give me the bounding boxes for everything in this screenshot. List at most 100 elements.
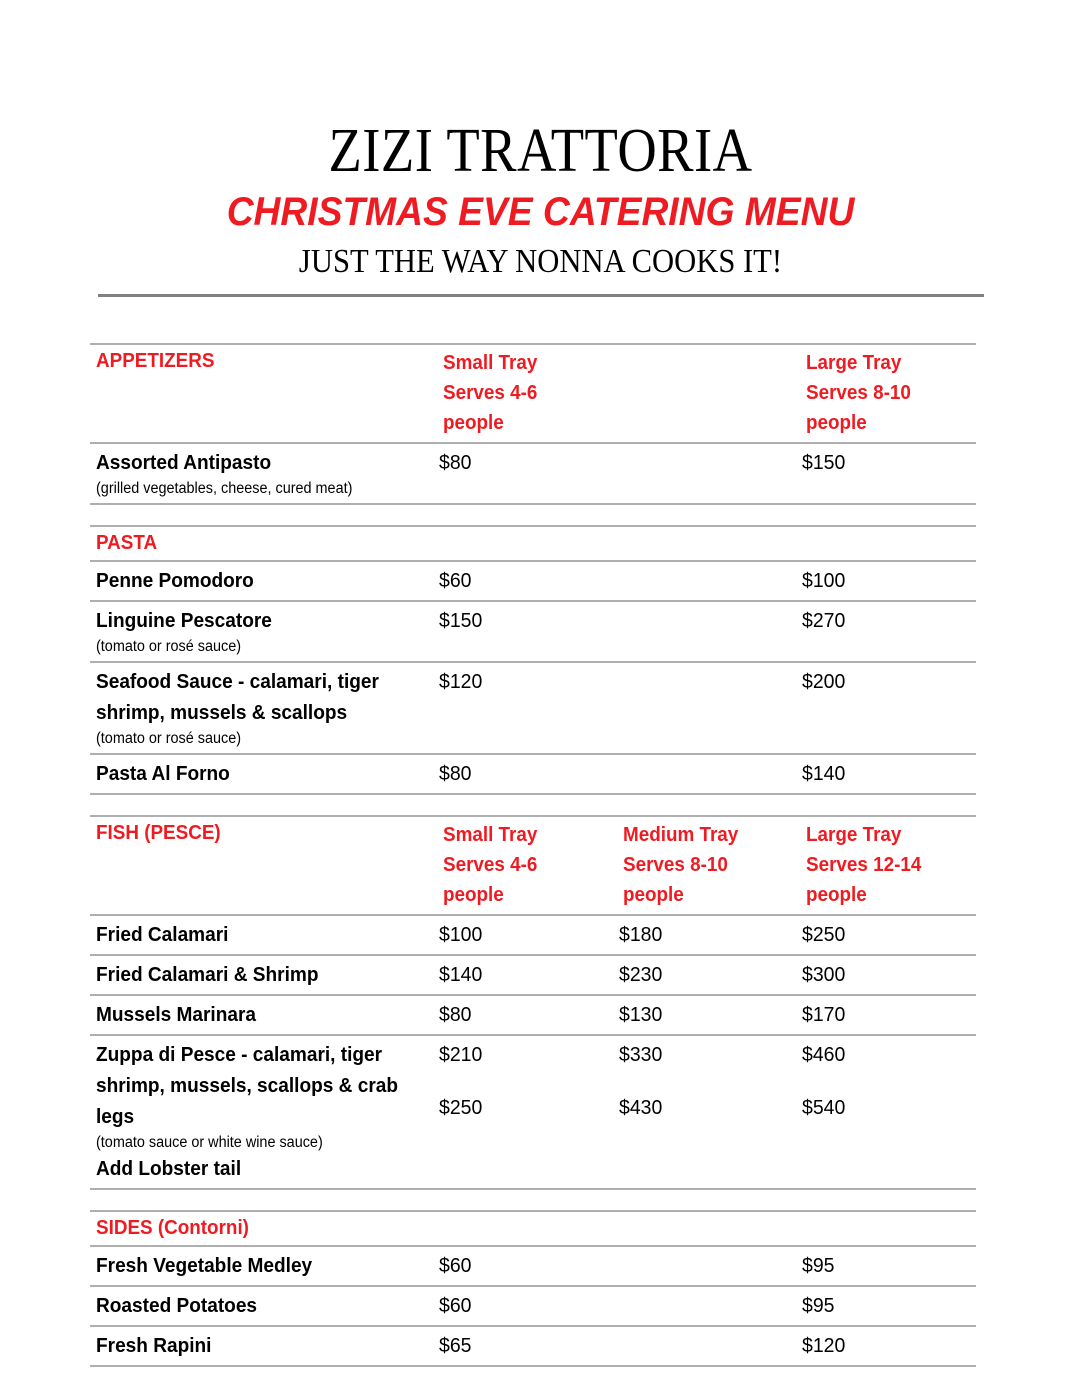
column-unit-label: people xyxy=(806,411,867,434)
item-price-cell-small: $60 xyxy=(437,1245,617,1287)
item-price-cell-medium xyxy=(617,661,800,755)
menu-item-row: Fresh Rapini $65 $120 xyxy=(90,1325,976,1367)
item-description: (tomato sauce or white wine sauce) xyxy=(96,1134,323,1151)
menu-item-row: Linguine Pescatore (tomato or rosé sauce)… xyxy=(90,600,976,663)
item-description: (tomato or rosé sauce) xyxy=(96,638,242,655)
section-title-appetizers: APPETIZERS xyxy=(96,349,215,372)
item-price-cell-large: $150 xyxy=(800,442,976,505)
column-unit-label: people xyxy=(443,883,504,906)
item-name-cell: Fresh Rapini xyxy=(90,1325,437,1367)
item-name-cell: Seafood Sauce - calamari, tiger shrimp, … xyxy=(90,661,437,755)
item-name-cell: Zuppa di Pesce - calamari, tiger shrimp,… xyxy=(90,1034,437,1190)
item-price-cell-large: $95 xyxy=(800,1245,976,1287)
spacer-cell xyxy=(90,793,437,817)
spacer-cell xyxy=(800,1188,976,1212)
item-description: (tomato or rosé sauce) xyxy=(96,730,242,747)
item-price: $170 xyxy=(802,1003,846,1026)
item-price: $460 xyxy=(802,1043,846,1066)
column-header-cell-medium xyxy=(617,1210,800,1247)
item-name: Assorted Antipasto xyxy=(96,451,272,474)
column-header-cell-large: Large Tray Serves 12-14 people xyxy=(800,815,976,916)
item-price-cell-small: $60 xyxy=(437,560,617,602)
spacer-cell xyxy=(617,793,800,817)
section-title-fish: FISH (PESCE) xyxy=(96,821,221,844)
item-price: $230 xyxy=(619,963,663,986)
item-price-cell-small: $80 xyxy=(437,753,617,795)
menu-item-row: Roasted Potatoes $60 $95 xyxy=(90,1285,976,1327)
item-price-cell-medium xyxy=(617,1325,800,1367)
item-price: $95 xyxy=(802,1294,835,1317)
item-price-cell-large: $460 $540 xyxy=(800,1034,976,1190)
item-price-cell-medium xyxy=(617,753,800,795)
menu-item-row: Assorted Antipasto (grilled vegetables, c… xyxy=(90,442,976,505)
menu-tagline: JUST THE WAY NONNA COOKS IT! xyxy=(298,243,783,280)
section-header-row-pasta: PASTA xyxy=(90,525,976,562)
item-price: $140 xyxy=(439,963,483,986)
item-price-cell-medium: $230 xyxy=(617,954,800,996)
spacer-cell xyxy=(800,503,976,527)
item-price-cell-large: $95 xyxy=(800,1285,976,1327)
section-title-cell: APPETIZERS xyxy=(90,343,437,444)
column-header-cell-large xyxy=(800,1210,976,1247)
column-serves-label: Serves 8-10 xyxy=(806,381,911,404)
menu-item-row: Fried Calamari $100 $180 $250 xyxy=(90,914,976,956)
item-price-cell-medium: $130 xyxy=(617,994,800,1036)
menu-table-container: APPETIZERS Small Tray Serves 4-6 people Larg… xyxy=(90,343,976,1367)
menu-title: CHRISTMAS EVE CATERING MENU xyxy=(226,190,855,234)
masthead-divider xyxy=(97,294,984,297)
item-name: Roasted Potatoes xyxy=(96,1294,258,1317)
item-price: $250 xyxy=(802,923,846,946)
menu-item-row: Seafood Sauce - calamari, tiger shrimp, … xyxy=(90,661,976,755)
item-price-cell-medium xyxy=(617,600,800,663)
section-spacer-row xyxy=(90,503,976,527)
spacer-cell xyxy=(617,1188,800,1212)
menu-item-row: Penne Pomodoro $60 $100 xyxy=(90,560,976,602)
item-price: $95 xyxy=(802,1254,835,1277)
menu-item-row: Zuppa di Pesce - calamari, tiger shrimp,… xyxy=(90,1034,976,1190)
item-name: Pasta Al Forno xyxy=(96,762,230,785)
item-price-cell-small: $140 xyxy=(437,954,617,996)
column-unit-label: people xyxy=(623,883,684,906)
item-name: Fried Calamari & Shrimp xyxy=(96,963,319,986)
spacer-cell xyxy=(437,793,617,817)
column-tray-label: Small Tray xyxy=(443,351,538,374)
item-name-cell: Penne Pomodoro xyxy=(90,560,437,602)
item-price-cell-small: $150 xyxy=(437,600,617,663)
item-price: $80 xyxy=(439,1003,472,1026)
item-price-cell-medium xyxy=(617,1245,800,1287)
item-name-cell: Roasted Potatoes xyxy=(90,1285,437,1327)
column-unit-label: people xyxy=(443,411,504,434)
column-tray-label: Small Tray xyxy=(443,823,538,846)
item-price-cell-medium: $180 xyxy=(617,914,800,956)
menu-table: APPETIZERS Small Tray Serves 4-6 people Larg… xyxy=(90,343,976,1367)
item-price: $80 xyxy=(439,762,472,785)
item-addon-name: Add Lobster tail xyxy=(96,1157,242,1180)
item-price-cell-large: $140 xyxy=(800,753,976,795)
item-price: $100 xyxy=(439,923,483,946)
item-price: $120 xyxy=(802,1334,846,1357)
restaurant-title: ZIZI TRATTORIA xyxy=(328,117,753,185)
item-price-cell-small: $65 xyxy=(437,1325,617,1367)
item-price: $60 xyxy=(439,569,472,592)
item-price-cell-medium: $330 $430 xyxy=(617,1034,800,1190)
item-description: (grilled vegetables, cheese, cured meat) xyxy=(96,480,353,497)
spacer-cell xyxy=(437,503,617,527)
item-price: $150 xyxy=(439,609,483,632)
section-header-row-appetizers: APPETIZERS Small Tray Serves 4-6 people Larg… xyxy=(90,343,976,444)
item-price: $200 xyxy=(802,670,846,693)
column-header-cell-medium: Medium Tray Serves 8-10 people xyxy=(617,815,800,916)
column-serves-label: Serves 4-6 xyxy=(443,853,538,876)
section-header-row-fish: FISH (PESCE) Small Tray Serves 4-6 people Me… xyxy=(90,815,976,916)
section-header-row-sides: SIDES (Contorni) xyxy=(90,1210,976,1247)
menu-item-row: Mussels Marinara $80 $130 $170 xyxy=(90,994,976,1036)
item-price-cell-large: $250 xyxy=(800,914,976,956)
item-price-cell-large: $170 xyxy=(800,994,976,1036)
item-name: Seafood Sauce - calamari, tiger shrimp, … xyxy=(96,670,379,724)
item-name: Linguine Pescatore xyxy=(96,609,272,632)
column-header-cell-small: Small Tray Serves 4-6 people xyxy=(437,815,617,916)
column-serves-label: Serves 4-6 xyxy=(443,381,538,404)
item-name-cell: Fried Calamari xyxy=(90,914,437,956)
column-header-cell-medium xyxy=(617,525,800,562)
column-tray-label: Large Tray xyxy=(806,823,902,846)
